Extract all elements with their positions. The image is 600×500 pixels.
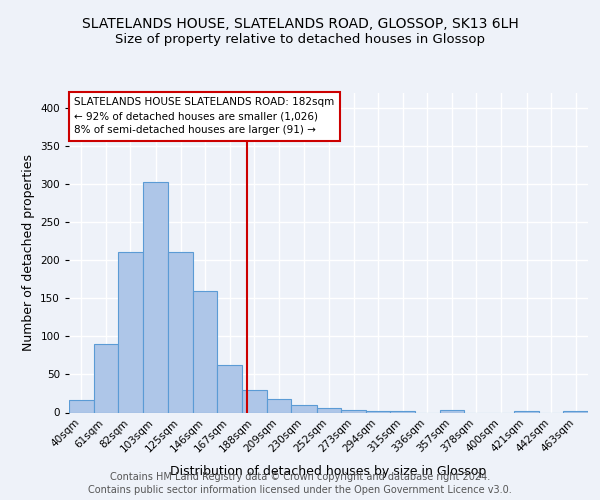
Text: Contains HM Land Registry data © Crown copyright and database right 2024.: Contains HM Land Registry data © Crown c… (110, 472, 490, 482)
Text: SLATELANDS HOUSE SLATELANDS ROAD: 182sqm
← 92% of detached houses are smaller (1: SLATELANDS HOUSE SLATELANDS ROAD: 182sqm… (74, 98, 334, 136)
Bar (366, 411, 391, 412)
Bar (118, 252, 143, 412)
Text: SLATELANDS HOUSE, SLATELANDS ROAD, GLOSSOP, SK13 6LH: SLATELANDS HOUSE, SLATELANDS ROAD, GLOSS… (82, 18, 518, 32)
Bar (94, 344, 118, 412)
Bar (563, 411, 588, 412)
Text: Contains public sector information licensed under the Open Government Licence v3: Contains public sector information licen… (88, 485, 512, 495)
Bar (440, 410, 464, 412)
Bar (341, 410, 366, 412)
Bar (391, 411, 415, 412)
X-axis label: Distribution of detached houses by size in Glossop: Distribution of detached houses by size … (170, 466, 487, 478)
Bar (143, 182, 169, 412)
Text: Size of property relative to detached houses in Glossop: Size of property relative to detached ho… (115, 32, 485, 46)
Bar (317, 408, 341, 412)
Bar (169, 252, 193, 412)
Bar (193, 290, 217, 412)
Y-axis label: Number of detached properties: Number of detached properties (22, 154, 35, 351)
Bar (217, 364, 242, 412)
Bar (266, 399, 291, 412)
Bar (291, 405, 317, 412)
Bar (242, 390, 266, 412)
Bar (514, 411, 539, 412)
Bar (69, 400, 94, 412)
